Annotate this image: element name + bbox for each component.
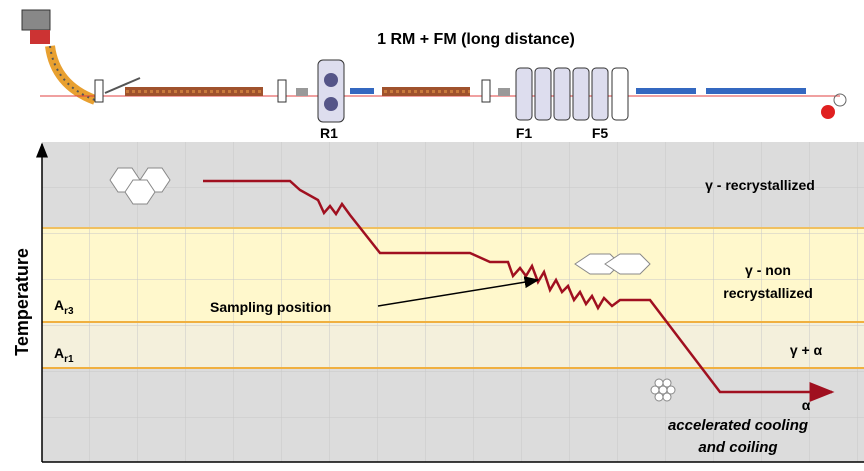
region-label: γ + α xyxy=(790,342,823,358)
level-symbol: A xyxy=(54,345,64,361)
note: and coiling xyxy=(698,439,777,456)
temperature-path xyxy=(203,179,835,402)
axis-label: Temperature xyxy=(12,248,32,356)
process-line: 1 RM + FM (long distance) R1 F1 F5 xyxy=(21,9,847,141)
region-label: recrystallized xyxy=(723,285,813,301)
level-label: Ar1 xyxy=(54,345,74,365)
process-title: 1 RM + FM (long distance) xyxy=(377,31,575,48)
region-label: α xyxy=(802,397,811,413)
note: accelerated cooling xyxy=(668,417,808,434)
level-subscript: r1 xyxy=(64,354,74,365)
level-subscript: r3 xyxy=(64,306,74,317)
level-label: Ar3 xyxy=(54,297,74,317)
region-label: γ - non xyxy=(745,262,791,278)
stand-label: R1 xyxy=(320,125,338,141)
grain-icon xyxy=(109,167,676,402)
annotation-arrow xyxy=(377,276,540,307)
level-symbol: A xyxy=(54,297,64,313)
stand-label: F1 xyxy=(516,125,533,141)
annotation: Sampling position xyxy=(210,299,331,315)
grid xyxy=(42,142,864,462)
region-label: γ - recrystallized xyxy=(705,177,815,193)
stand-label: F5 xyxy=(592,125,609,141)
